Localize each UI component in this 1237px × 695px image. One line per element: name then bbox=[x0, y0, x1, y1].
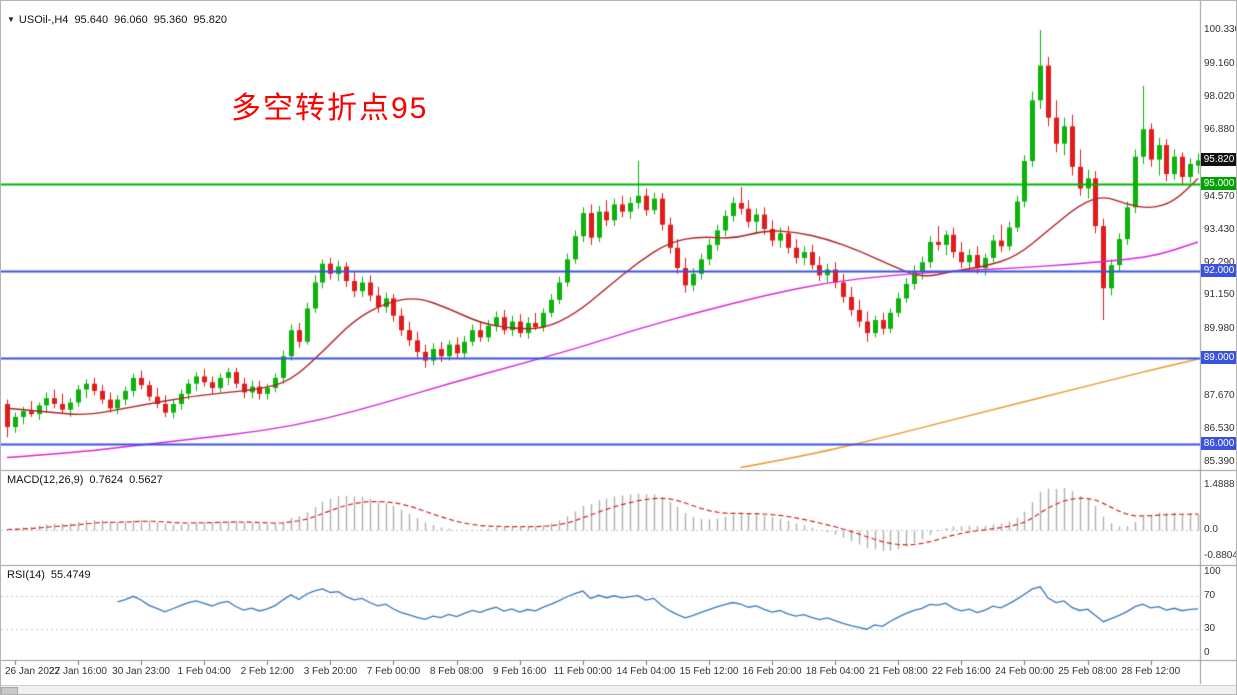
rsi-current-value: 55.4749 bbox=[50, 569, 91, 581]
macd-axis-label: -0.8804 bbox=[1204, 549, 1237, 561]
price-axis-label: 100.330 bbox=[1204, 24, 1237, 36]
rsi-legend: RSI(14) 55.4749 bbox=[7, 569, 91, 581]
time-axis-label: 27 Jan 16:00 bbox=[49, 666, 107, 677]
time-axis-label: 2 Feb 12:00 bbox=[240, 666, 294, 677]
time-axis-label: 14 Feb 04:00 bbox=[616, 666, 676, 677]
rsi-axis-label: 70 bbox=[1204, 590, 1216, 602]
time-axis-label: 25 Feb 08:00 bbox=[1058, 666, 1118, 677]
time-axis-label: 30 Jan 23:00 bbox=[112, 666, 170, 677]
price-axis-label: 93.430 bbox=[1204, 223, 1235, 235]
price-badge: 89.000 bbox=[1201, 350, 1236, 364]
price-badge: 95.820 bbox=[1201, 153, 1236, 167]
time-axis-label: 26 Jan 2022 bbox=[5, 666, 61, 677]
price-axis-label: 96.880 bbox=[1204, 123, 1235, 135]
time-axis-label: 16 Feb 20:00 bbox=[742, 666, 802, 677]
time-axis-label: 7 Feb 00:00 bbox=[366, 666, 421, 677]
price-axis-label: 86.530 bbox=[1204, 423, 1235, 435]
price-axis-label: 99.160 bbox=[1204, 57, 1235, 69]
macd-axis-label: 0.0 bbox=[1204, 523, 1218, 535]
rsi-title: RSI(14) bbox=[7, 569, 45, 581]
scrollbar-handle[interactable] bbox=[1, 687, 18, 694]
price-axis-label: 85.390 bbox=[1204, 456, 1235, 468]
ohlc-high-value: 96.060 bbox=[114, 14, 148, 26]
macd-main-value: 0.7624 bbox=[89, 474, 124, 486]
time-axis-label: 11 Feb 00:00 bbox=[553, 666, 612, 677]
time-axis-label: 9 Feb 16:00 bbox=[492, 666, 547, 677]
price-axis-label: 87.670 bbox=[1204, 390, 1235, 402]
price-axis-label: 92.290 bbox=[1204, 256, 1235, 268]
ohlc-close-value: 95.820 bbox=[193, 14, 228, 26]
price-badge: 86.000 bbox=[1201, 437, 1236, 451]
rsi-axis-label: 0 bbox=[1204, 647, 1210, 658]
price-axis-label: 91.150 bbox=[1204, 289, 1235, 301]
horizontal-scrollbar[interactable] bbox=[1, 685, 1236, 694]
price-axis-label: 94.570 bbox=[1204, 190, 1235, 202]
symbol-legend: ▼ USOil-,H4 95.640 96.060 95.360 95.820 bbox=[7, 14, 227, 26]
price-badge: 95.000 bbox=[1201, 177, 1236, 191]
time-axis[interactable]: 26 Jan 2022 27 Jan 16:00 30 Jan 23:00 1 Feb… bbox=[1, 666, 1200, 684]
time-axis-label: 24 Feb 00:00 bbox=[995, 666, 1054, 677]
price-axis-label: 98.020 bbox=[1204, 90, 1235, 102]
chart-annotation-text[interactable]: 多空转折点95 bbox=[231, 92, 429, 125]
time-axis-label: 22 Feb 16:00 bbox=[931, 666, 991, 677]
time-axis-label: 3 Feb 20:00 bbox=[303, 666, 358, 677]
chart-collapse-icon[interactable]: ▼ bbox=[7, 15, 15, 24]
price-axis-label: 89.980 bbox=[1204, 323, 1235, 335]
macd-axis-label: 1.4888 bbox=[1204, 478, 1235, 490]
ohlc-open-value: 95.640 bbox=[74, 14, 109, 26]
rsi-axis-label: 100 bbox=[1204, 566, 1221, 577]
macd-legend: MACD(12,26,9) 0.7624 0.5627 bbox=[7, 474, 163, 486]
symbol-timeframe-label: USOil-,H4 bbox=[18, 14, 69, 26]
time-axis-label: 18 Feb 04:00 bbox=[805, 666, 865, 677]
time-axis-label: 1 Feb 04:00 bbox=[177, 666, 231, 677]
price-badge: 92.000 bbox=[1201, 263, 1236, 277]
time-axis-label: 15 Feb 12:00 bbox=[679, 666, 739, 677]
time-axis-label: 8 Feb 08:00 bbox=[429, 666, 484, 677]
ohlc-low-value: 95.360 bbox=[153, 14, 188, 26]
time-axis-label: 21 Feb 08:00 bbox=[868, 666, 928, 677]
macd-title: MACD(12,26,9) bbox=[7, 474, 84, 486]
time-axis-label: 28 Feb 12:00 bbox=[1121, 666, 1181, 677]
rsi-axis-label: 30 bbox=[1204, 622, 1216, 634]
macd-signal-value: 0.5627 bbox=[129, 474, 163, 486]
